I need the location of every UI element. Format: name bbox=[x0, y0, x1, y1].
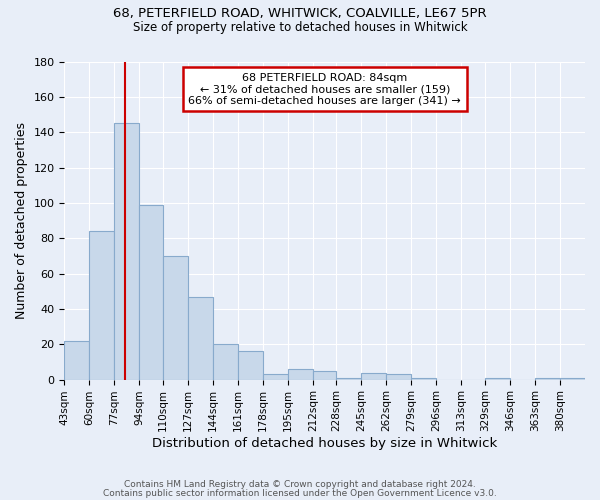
Bar bbox=[485, 378, 510, 380]
Bar bbox=[139, 204, 163, 380]
Bar bbox=[288, 369, 313, 380]
X-axis label: Distribution of detached houses by size in Whitwick: Distribution of detached houses by size … bbox=[152, 437, 497, 450]
Bar bbox=[560, 378, 585, 380]
Bar bbox=[535, 378, 560, 380]
Bar bbox=[64, 340, 89, 380]
Text: Contains public sector information licensed under the Open Government Licence v3: Contains public sector information licen… bbox=[103, 489, 497, 498]
Bar bbox=[263, 374, 288, 380]
Text: 68 PETERFIELD ROAD: 84sqm
← 31% of detached houses are smaller (159)
66% of semi: 68 PETERFIELD ROAD: 84sqm ← 31% of detac… bbox=[188, 72, 461, 106]
Bar bbox=[313, 371, 337, 380]
Bar bbox=[238, 352, 263, 380]
Bar bbox=[89, 231, 115, 380]
Bar bbox=[213, 344, 238, 380]
Bar bbox=[361, 372, 386, 380]
Bar bbox=[188, 296, 213, 380]
Text: 68, PETERFIELD ROAD, WHITWICK, COALVILLE, LE67 5PR: 68, PETERFIELD ROAD, WHITWICK, COALVILLE… bbox=[113, 8, 487, 20]
Text: Contains HM Land Registry data © Crown copyright and database right 2024.: Contains HM Land Registry data © Crown c… bbox=[124, 480, 476, 489]
Y-axis label: Number of detached properties: Number of detached properties bbox=[15, 122, 28, 319]
Bar bbox=[337, 378, 361, 380]
Bar bbox=[163, 256, 188, 380]
Text: Size of property relative to detached houses in Whitwick: Size of property relative to detached ho… bbox=[133, 21, 467, 34]
Bar bbox=[412, 378, 436, 380]
Bar bbox=[386, 374, 412, 380]
Bar bbox=[115, 124, 139, 380]
